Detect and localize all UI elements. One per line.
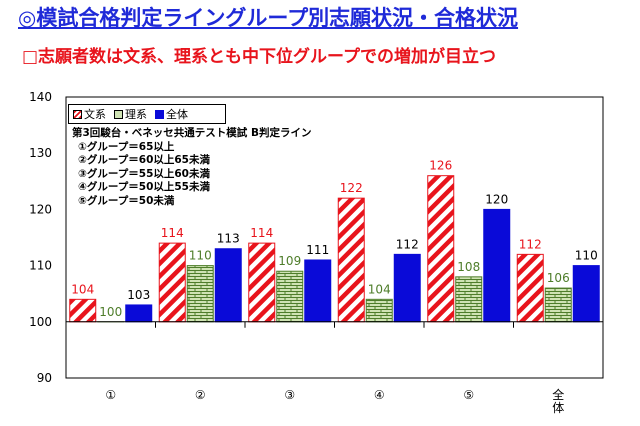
page-subtitle: □志願者数は文系、理系とも中下位グループでの増加が目立つ <box>22 47 497 67</box>
y-tick-label: 90 <box>37 371 52 385</box>
legend: 文系 理系 全体 <box>68 104 226 124</box>
note-line: ⑤グループ＝50未満 <box>78 194 175 207</box>
data-label-rikei: 100 <box>99 305 122 319</box>
data-label-zentai: 110 <box>575 249 598 263</box>
legend-item-bunkei: 文系 <box>73 106 106 122</box>
data-label-zentai: 111 <box>306 243 329 257</box>
x-tick-label: ③ <box>284 388 295 402</box>
bar-rikei <box>276 270 304 323</box>
bar-zentai <box>304 259 332 323</box>
plot-area <box>65 96 604 379</box>
y-tick-label: 110 <box>29 259 52 273</box>
data-label-bunkei: 114 <box>161 226 184 240</box>
legend-item-zentai: 全体 <box>155 106 188 122</box>
data-label-zentai: 113 <box>217 232 240 246</box>
bar-rikei <box>544 287 572 323</box>
legend-label-bunkei: 文系 <box>84 108 106 121</box>
bar-bunkei <box>516 253 544 323</box>
data-label-bunkei: 112 <box>519 237 542 251</box>
bar-zentai <box>483 208 511 323</box>
bar-bunkei <box>69 298 97 323</box>
page-title: ◎模試合格判定ライングループ別志願状況・合格状況 <box>18 6 519 30</box>
note-line: ②グループ＝60以上65未満 <box>78 154 210 167</box>
data-label-zentai: 112 <box>396 237 419 251</box>
bar-rikei <box>455 276 483 323</box>
bar-zentai <box>125 304 153 323</box>
note-line: ③グループ＝55以上60未満 <box>78 167 210 180</box>
bar-rikei <box>186 265 214 323</box>
legend-label-zentai: 全体 <box>166 108 188 121</box>
bar-bunkei <box>337 197 365 323</box>
x-tick-label: ④ <box>374 388 385 402</box>
legend-item-rikei: 理系 <box>114 106 147 122</box>
y-tick-label: 130 <box>29 146 52 160</box>
legend-label-rikei: 理系 <box>125 108 147 121</box>
data-label-zentai: 120 <box>485 192 508 206</box>
x-tick-label: ① <box>105 388 116 402</box>
data-label-zentai: 103 <box>127 288 150 302</box>
bar-zentai <box>572 265 600 323</box>
legend-swatch-rikei <box>114 109 123 119</box>
bar-rikei <box>365 298 393 323</box>
bar-zentai <box>393 253 421 323</box>
legend-swatch-zentai <box>155 109 164 119</box>
y-tick-label: 120 <box>29 202 52 216</box>
data-label-rikei: 104 <box>368 282 391 296</box>
bar-bunkei <box>427 175 455 323</box>
x-tick-label: ⑤ <box>463 388 474 402</box>
note-line: ①グループ＝65以上 <box>78 140 175 153</box>
data-label-bunkei: 122 <box>340 181 363 195</box>
data-label-rikei: 110 <box>189 249 212 263</box>
x-tick-label: 全 <box>552 387 564 402</box>
note-heading: 第3回駿台・ベネッセ共通テスト模試 B判定ライン <box>72 127 312 139</box>
data-label-rikei: 106 <box>547 271 570 285</box>
bar-bunkei <box>158 242 186 323</box>
bar-zentai <box>214 248 242 323</box>
legend-swatch-bunkei <box>73 109 82 119</box>
data-label-bunkei: 126 <box>429 159 452 173</box>
data-label-bunkei: 114 <box>250 226 273 240</box>
data-label-rikei: 109 <box>278 254 301 268</box>
data-label-bunkei: 104 <box>71 282 94 296</box>
y-tick-label: 100 <box>29 315 52 329</box>
x-tick-label: 体 <box>552 401 564 415</box>
data-label-rikei: 108 <box>457 260 480 274</box>
judgement-note: 第3回駿台・ベネッセ共通テスト模試 B判定ライン ①グループ＝65以上 ②グルー… <box>72 127 311 209</box>
y-tick-label: 140 <box>29 90 52 104</box>
bar-bunkei <box>248 242 276 323</box>
x-tick-label: ② <box>195 388 206 402</box>
note-line: ④グループ＝50以上55未満 <box>78 181 210 194</box>
